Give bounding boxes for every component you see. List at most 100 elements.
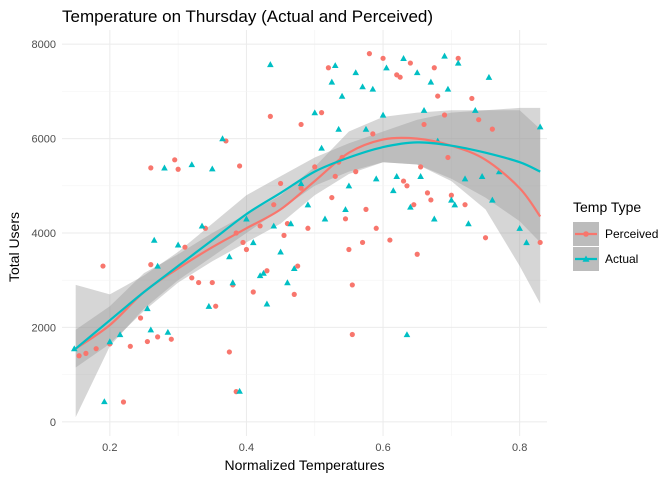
point-perceived <box>482 235 489 241</box>
point-perceived <box>257 223 263 229</box>
point-perceived <box>277 180 284 187</box>
point-perceived <box>76 353 82 359</box>
point-perceived <box>267 113 273 119</box>
point-actual <box>150 236 158 243</box>
point-perceived <box>168 336 174 342</box>
point-actual <box>417 173 424 179</box>
x-tick-label: 0.2 <box>102 442 117 454</box>
y-tick-label: 8000 <box>32 39 56 51</box>
point-perceived <box>476 117 482 123</box>
y-tick-label: 2000 <box>32 322 56 334</box>
point-perceived <box>407 60 413 66</box>
confidence-band-actual <box>75 107 541 418</box>
x-tick-label: 0.8 <box>512 442 527 454</box>
confidence-bands <box>75 107 541 418</box>
point-actual <box>331 62 339 69</box>
point-actual <box>342 206 349 213</box>
legend-label-actual: Actual <box>605 252 638 266</box>
x-tick-label: 0.4 <box>239 442 254 454</box>
point-perceived <box>295 263 301 269</box>
y-tick-label: 4000 <box>32 228 56 240</box>
point-actual <box>144 305 151 312</box>
point-actual <box>335 125 342 132</box>
point-perceived <box>353 169 359 175</box>
point-actual <box>372 175 380 182</box>
point-perceived <box>240 239 246 246</box>
point-perceived <box>448 192 454 198</box>
point-actual <box>390 187 397 194</box>
point-perceived <box>318 110 325 116</box>
x-axis-title: Normalized Temperatures <box>224 457 384 473</box>
point-perceived <box>363 206 369 212</box>
point-actual <box>243 215 250 222</box>
point-perceived <box>250 289 256 295</box>
point-perceived <box>366 51 372 57</box>
point-perceived <box>83 350 89 356</box>
point-perceived <box>411 202 417 208</box>
point-actual <box>413 69 421 76</box>
point-perceived <box>144 338 150 345</box>
point-actual <box>516 224 523 231</box>
point-actual <box>263 300 271 307</box>
legend: Temp Type Perceived Actual <box>573 199 658 271</box>
point-actual <box>154 262 161 269</box>
point-actual <box>359 83 366 90</box>
point-perceived <box>189 275 195 281</box>
point-actual <box>448 196 455 203</box>
point-perceived <box>342 216 349 222</box>
point-perceived <box>305 225 311 231</box>
y-tick-label: 6000 <box>32 134 56 146</box>
point-actual <box>208 165 216 172</box>
point-actual <box>523 239 530 246</box>
point-perceived <box>445 154 451 161</box>
point-actual <box>461 175 469 182</box>
confidence-band-perceived <box>75 110 541 368</box>
point-perceived <box>271 202 277 208</box>
point-perceived <box>237 163 243 169</box>
point-actual <box>277 248 284 255</box>
point-perceived <box>400 178 407 184</box>
chart-title: Temperature on Thursday (Actual and Perc… <box>62 7 433 26</box>
point-perceived <box>349 282 355 288</box>
point-actual <box>256 272 264 279</box>
x-tick-label: 0.6 <box>375 442 390 454</box>
point-perceived <box>155 334 161 340</box>
smooth-lines <box>74 136 542 350</box>
point-actual <box>198 222 206 229</box>
point-actual <box>311 109 319 116</box>
point-actual <box>465 220 472 227</box>
point-actual <box>321 215 329 222</box>
smooth-line-actual <box>74 141 541 350</box>
point-actual <box>400 55 407 61</box>
point-perceived <box>414 251 420 257</box>
point-perceived <box>298 121 304 128</box>
point-actual <box>478 173 486 179</box>
point-perceived <box>172 157 178 163</box>
y-axis-title: Total Users <box>6 212 22 282</box>
point-actual <box>297 180 305 187</box>
point-actual <box>430 215 438 222</box>
point-perceived <box>370 131 376 137</box>
point-perceived <box>462 202 468 208</box>
point-perceived <box>349 331 355 338</box>
point-actual <box>164 328 172 335</box>
point-actual <box>304 201 312 208</box>
point-actual <box>454 59 462 66</box>
point-actual <box>485 73 493 80</box>
point-perceived <box>148 165 154 171</box>
point-actual <box>270 222 278 229</box>
legend-key-marker <box>582 255 590 262</box>
point-perceived <box>380 55 386 61</box>
point-actual <box>393 173 401 179</box>
point-actual <box>106 338 114 345</box>
point-perceived <box>329 194 335 201</box>
point-actual <box>451 201 459 208</box>
point-actual <box>260 269 267 276</box>
point-perceived <box>346 246 352 253</box>
point-actual <box>188 161 196 168</box>
point-perceived <box>325 65 332 71</box>
point-perceived <box>428 197 434 203</box>
point-actual <box>403 331 411 338</box>
point-actual <box>352 69 360 76</box>
